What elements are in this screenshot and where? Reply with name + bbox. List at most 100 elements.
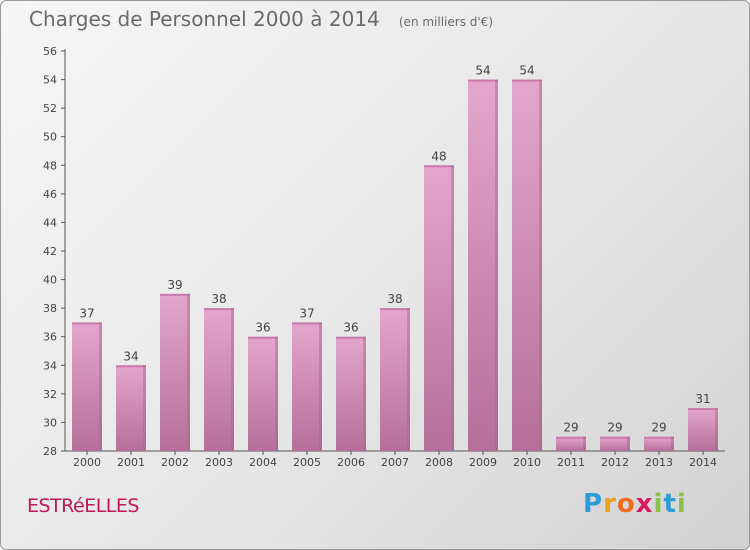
y-tick-label: 44 — [43, 216, 57, 229]
bar-top-edge — [468, 79, 498, 82]
bar-side-shade — [275, 336, 278, 451]
bar — [600, 436, 630, 451]
bar-value-label: 29 — [607, 421, 622, 435]
logo-letter: i — [653, 489, 664, 519]
bar-top-edge — [160, 293, 190, 296]
bar — [116, 365, 146, 451]
y-tick-label: 50 — [43, 131, 57, 144]
bar-side-shade — [583, 436, 586, 451]
bar-side-shade — [319, 322, 322, 451]
bar-top-edge — [248, 336, 278, 339]
bar-top-edge — [380, 308, 410, 311]
bar — [336, 336, 366, 451]
bar — [644, 436, 674, 451]
bar-side-shade — [671, 436, 674, 451]
bar — [468, 79, 498, 452]
y-tick-label: 30 — [43, 416, 57, 429]
bar-value-label: 36 — [343, 321, 358, 335]
logo-letter: r — [603, 489, 617, 519]
bar-value-label: 54 — [475, 64, 490, 78]
bar — [688, 408, 718, 451]
bar-top-edge — [644, 436, 674, 439]
bar-side-shade — [187, 293, 190, 451]
logo-letter: o — [616, 489, 636, 519]
logo-letter: t — [663, 489, 677, 519]
logo-letter: x — [635, 489, 654, 519]
bar-value-label: 34 — [123, 349, 138, 363]
x-tick-label: 2005 — [293, 456, 321, 469]
bar — [512, 79, 542, 452]
bar-side-shade — [99, 322, 102, 451]
bar — [292, 322, 322, 451]
title-row: Charges de Personnel 2000 à 2014 (en mil… — [29, 7, 493, 31]
bar-top-edge — [600, 436, 630, 439]
bar-value-label: 54 — [519, 64, 534, 78]
x-tick-label: 2014 — [689, 456, 717, 469]
bar-top-edge — [688, 408, 718, 411]
bar-top-edge — [204, 308, 234, 311]
proxiti-logo: Proxiti — [583, 489, 687, 519]
x-tick-label: 2004 — [249, 456, 277, 469]
bar — [380, 308, 410, 451]
bar-side-shade — [451, 165, 454, 452]
bar-value-label: 39 — [167, 278, 182, 292]
bar-top-edge — [424, 165, 454, 168]
bar-side-shade — [495, 79, 498, 452]
bar-value-label: 29 — [563, 421, 578, 435]
chart-subtitle: (en milliers d'€) — [398, 15, 493, 29]
chart-axes: 28 30 32 34 36 38 40 42 44 46 48 50 52 54 56 — [43, 45, 725, 458]
y-tick-label: 34 — [43, 359, 57, 372]
x-tick-label: 2009 — [469, 456, 497, 469]
bar-top-edge — [72, 322, 102, 325]
y-tick-label: 56 — [43, 45, 57, 58]
bar — [160, 293, 190, 451]
bar-side-shade — [407, 308, 410, 451]
bar-top-edge — [116, 365, 146, 368]
y-tick-label: 32 — [43, 388, 57, 401]
y-tick-label: 36 — [43, 331, 57, 344]
x-tick-label: 2007 — [381, 456, 409, 469]
bar-value-label: 31 — [695, 392, 710, 406]
bar — [72, 322, 102, 451]
y-tick-label: 28 — [43, 445, 57, 458]
x-tick-label: 2003 — [205, 456, 233, 469]
y-tick-label: 46 — [43, 188, 57, 201]
bar-top-edge — [336, 336, 366, 339]
x-tick-label: 2011 — [557, 456, 585, 469]
bar — [204, 308, 234, 451]
y-tick-label: 42 — [43, 245, 57, 258]
bar-value-label: 48 — [431, 149, 446, 163]
chart-labels: 37 2000 34 2001 39 2002 38 2003 36 2004 37 2005 36 20… — [73, 64, 717, 469]
x-tick-label: 2008 — [425, 456, 453, 469]
x-tick-label: 2000 — [73, 456, 101, 469]
bar-value-label: 38 — [387, 292, 402, 306]
bar — [556, 436, 586, 451]
bar — [248, 336, 278, 451]
bar-side-shade — [715, 408, 718, 451]
bar-side-shade — [143, 365, 146, 451]
logo-letter: P — [583, 489, 604, 519]
x-tick-label: 2001 — [117, 456, 145, 469]
bar-top-edge — [512, 79, 542, 82]
bar-value-label: 37 — [299, 306, 314, 320]
bar-side-shade — [539, 79, 542, 452]
commune-name: ESTRéELLES — [27, 495, 139, 517]
y-tick-label: 40 — [43, 274, 57, 287]
y-tick-label: 38 — [43, 302, 57, 315]
logo-letter: i — [676, 489, 687, 519]
x-tick-label: 2012 — [601, 456, 629, 469]
x-tick-label: 2006 — [337, 456, 365, 469]
y-tick-label: 54 — [43, 74, 57, 87]
bar-top-edge — [292, 322, 322, 325]
x-tick-label: 2010 — [513, 456, 541, 469]
chart-bars — [72, 79, 718, 452]
bar-value-label: 29 — [651, 421, 666, 435]
x-tick-label: 2013 — [645, 456, 673, 469]
bar-top-edge — [556, 436, 586, 439]
bar-value-label: 36 — [255, 321, 270, 335]
x-tick-label: 2002 — [161, 456, 189, 469]
chart-title: Charges de Personnel 2000 à 2014 — [29, 7, 380, 31]
bar-side-shade — [363, 336, 366, 451]
y-tick-label: 48 — [43, 159, 57, 172]
